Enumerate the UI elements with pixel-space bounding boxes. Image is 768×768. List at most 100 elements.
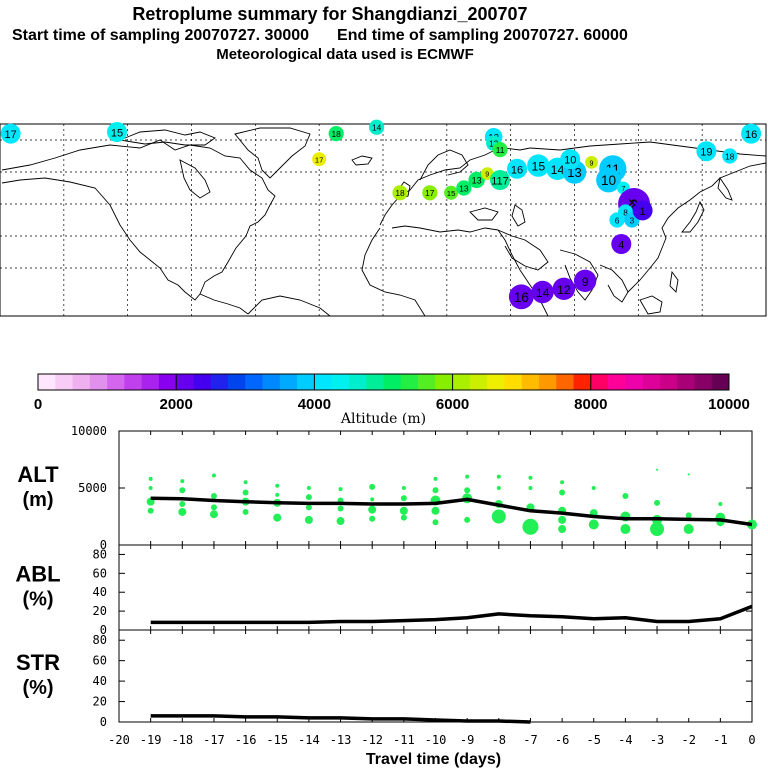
altitude-point bbox=[687, 473, 690, 476]
altitude-point bbox=[522, 518, 539, 535]
altitude-point bbox=[338, 487, 343, 492]
coast-north-america bbox=[1, 139, 276, 301]
colorbar-tick-label: 4000 bbox=[298, 396, 331, 413]
plume-marker bbox=[609, 212, 625, 228]
altitude-point bbox=[491, 509, 506, 524]
altitude-point bbox=[148, 486, 153, 490]
colorbar-segment bbox=[487, 374, 505, 390]
x-tick-label: -1 bbox=[713, 733, 727, 747]
colorbar-segment bbox=[573, 374, 592, 390]
x-tick-label: -14 bbox=[298, 733, 320, 747]
colorbar-segment bbox=[279, 374, 298, 390]
series-line-str bbox=[150, 714, 531, 724]
series-line-abl bbox=[150, 604, 753, 625]
x-tick-label: -10 bbox=[425, 733, 447, 747]
coast-mediterranean bbox=[391, 225, 499, 233]
plume-marker bbox=[560, 149, 581, 170]
altitude-point bbox=[242, 508, 249, 515]
plume-day-label: 3 bbox=[630, 215, 635, 225]
coast-arabia bbox=[497, 229, 549, 271]
altitude-point bbox=[336, 517, 345, 526]
plume-marker bbox=[490, 170, 511, 190]
altitude-point bbox=[368, 505, 377, 514]
plume-marker bbox=[107, 122, 128, 142]
altitude-point bbox=[431, 506, 440, 515]
coast-china bbox=[627, 162, 767, 293]
altitude-point bbox=[273, 513, 282, 522]
colorbar-axis-label: Altitude (m) bbox=[340, 411, 426, 427]
colorbar-segment bbox=[435, 374, 453, 390]
plume-day-label: 14 bbox=[551, 163, 565, 177]
plume-day-label: 2 bbox=[630, 196, 638, 212]
colorbar-segment bbox=[677, 374, 695, 390]
colorbar-segment bbox=[55, 374, 73, 390]
plume-day-label: 8 bbox=[623, 207, 628, 217]
colorbar-segment bbox=[521, 374, 540, 390]
plume-marker bbox=[527, 154, 550, 177]
colorbar-segment bbox=[89, 374, 108, 390]
plume-day-label: 1 bbox=[640, 206, 646, 218]
colorbar-segment bbox=[193, 374, 212, 390]
panel-frame-str bbox=[118, 629, 753, 723]
coast-scandinavia bbox=[419, 149, 469, 181]
plume-day-label: 15 bbox=[111, 128, 123, 140]
colorbar-segment bbox=[642, 374, 661, 390]
x-tick-label: 0 bbox=[748, 733, 755, 747]
altitude-point bbox=[305, 494, 312, 501]
plume-marker bbox=[444, 185, 459, 200]
panel-frame-abl bbox=[118, 544, 753, 631]
panel-label-abl: ABL bbox=[15, 562, 60, 587]
colorbar-segment bbox=[400, 374, 419, 390]
altitude-point bbox=[304, 515, 313, 524]
altitude-point bbox=[560, 480, 565, 485]
colorbar-segment bbox=[383, 374, 402, 390]
colorbar-tick-label: 2000 bbox=[160, 396, 193, 413]
altitude-point bbox=[654, 499, 661, 506]
altitude-point bbox=[559, 489, 566, 496]
coast-south-america bbox=[247, 295, 331, 317]
coast-greenland bbox=[234, 127, 311, 179]
colorbar-segment bbox=[107, 374, 125, 390]
plume-day-label: 18 bbox=[725, 151, 735, 161]
x-tick-label: -7 bbox=[523, 733, 537, 747]
altitude-point bbox=[620, 524, 631, 535]
plume-day-label: 6 bbox=[615, 215, 620, 225]
altitude-point bbox=[400, 495, 407, 502]
x-axis-label: Travel time (days) bbox=[366, 751, 501, 768]
plume-marker bbox=[696, 141, 717, 162]
x-tick-label: -17 bbox=[203, 733, 225, 747]
plume-day-label: 15 bbox=[447, 189, 456, 198]
x-tick-label: -9 bbox=[460, 733, 474, 747]
colorbar-segment bbox=[348, 374, 367, 390]
altitude-point bbox=[558, 525, 567, 534]
plume-marker bbox=[507, 158, 528, 179]
colorbar-segment bbox=[141, 374, 160, 390]
colorbar-segment bbox=[228, 374, 246, 390]
coastlines bbox=[1, 127, 767, 317]
colorbar-segment bbox=[694, 374, 713, 390]
plume-day-label: 10 bbox=[564, 155, 576, 167]
colorbar-segment bbox=[659, 374, 678, 390]
altitude-point bbox=[148, 476, 153, 481]
y-tick-label: 60 bbox=[93, 566, 107, 580]
met-data-label: Meteorological data used is ECMWF bbox=[216, 46, 474, 63]
plume-day-label: 11 bbox=[496, 145, 505, 155]
colorbar-segment bbox=[176, 374, 194, 390]
colorbar-segment bbox=[590, 374, 609, 390]
chart-title: Retroplume summary for Shangdianzi_20070… bbox=[132, 4, 528, 24]
plume-marker bbox=[596, 167, 621, 193]
y-tick-label: 60 bbox=[93, 654, 107, 668]
y-tick-label: 40 bbox=[93, 585, 107, 599]
plume-marker bbox=[392, 185, 408, 201]
y-tick-label: 40 bbox=[93, 674, 107, 688]
altitude-point bbox=[400, 514, 407, 521]
altitude-point bbox=[275, 492, 280, 497]
x-tick-label: -11 bbox=[393, 733, 415, 747]
colorbar-tick-label: 10000 bbox=[708, 396, 750, 413]
altitude-point bbox=[433, 476, 438, 481]
colorbar-segment bbox=[625, 374, 643, 390]
plume-marker bbox=[422, 185, 438, 201]
plume-day-label: 10 bbox=[601, 173, 617, 188]
plume-marker bbox=[585, 156, 598, 169]
